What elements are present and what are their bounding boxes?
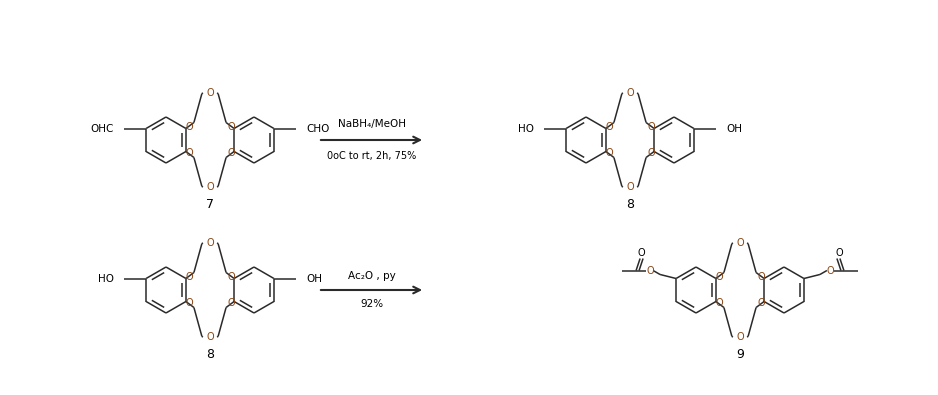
Text: O: O bbox=[185, 271, 192, 282]
Text: O: O bbox=[736, 238, 744, 248]
Text: OH: OH bbox=[726, 124, 742, 134]
Text: O: O bbox=[185, 149, 192, 158]
Text: CHO: CHO bbox=[306, 124, 329, 134]
Text: O: O bbox=[757, 299, 764, 308]
Text: O: O bbox=[206, 238, 214, 248]
Text: O: O bbox=[715, 271, 723, 282]
Text: 92%: 92% bbox=[360, 299, 383, 309]
Text: O: O bbox=[206, 182, 214, 192]
Text: HO: HO bbox=[518, 124, 534, 134]
Text: O: O bbox=[227, 299, 234, 308]
Text: 8: 8 bbox=[206, 348, 214, 361]
Text: O: O bbox=[637, 248, 645, 258]
Text: 9: 9 bbox=[736, 348, 744, 361]
Text: O: O bbox=[736, 332, 744, 342]
Text: O: O bbox=[185, 299, 192, 308]
Text: O: O bbox=[835, 248, 842, 258]
Text: O: O bbox=[605, 122, 613, 132]
Text: O: O bbox=[647, 122, 655, 132]
Text: HO: HO bbox=[98, 273, 114, 284]
Text: OHC: OHC bbox=[91, 124, 114, 134]
Text: NaBH₄/MeOH: NaBH₄/MeOH bbox=[338, 119, 405, 129]
Text: O: O bbox=[227, 122, 234, 132]
Text: O: O bbox=[647, 149, 655, 158]
Text: 7: 7 bbox=[206, 199, 214, 211]
Text: Ac₂O , py: Ac₂O , py bbox=[348, 271, 396, 281]
Text: O: O bbox=[757, 271, 764, 282]
Text: O: O bbox=[227, 149, 234, 158]
Text: O: O bbox=[826, 265, 834, 275]
Text: O: O bbox=[605, 149, 613, 158]
Text: O: O bbox=[646, 265, 654, 275]
Text: OH: OH bbox=[306, 273, 322, 284]
Text: O: O bbox=[206, 332, 214, 342]
Text: O: O bbox=[627, 182, 634, 192]
Text: O: O bbox=[206, 88, 214, 98]
Text: 8: 8 bbox=[626, 199, 634, 211]
Text: O: O bbox=[627, 88, 634, 98]
Text: O: O bbox=[185, 122, 192, 132]
Text: O: O bbox=[227, 271, 234, 282]
Text: 0oC to rt, 2h, 75%: 0oC to rt, 2h, 75% bbox=[326, 151, 416, 161]
Text: O: O bbox=[715, 299, 723, 308]
